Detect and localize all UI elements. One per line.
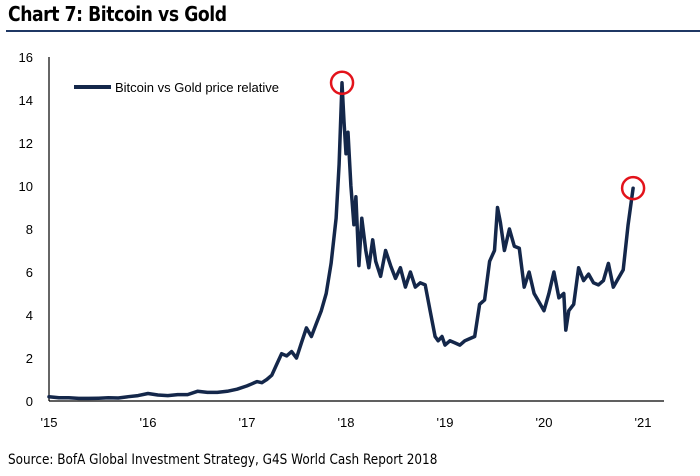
y-tick-label: 0 [26, 394, 33, 409]
chart-title: Chart 7: Bitcoin vs Gold [8, 2, 227, 26]
x-tick-label: '20 [536, 415, 553, 430]
highlight-circle [620, 175, 646, 201]
x-axis-ticks: '15 '16 '17 '18 '19 '20 '21 [41, 415, 652, 430]
y-tick-label: 16 [19, 50, 33, 65]
annotations [329, 70, 646, 201]
y-tick-label: 6 [26, 265, 33, 280]
highlight-circle [329, 70, 355, 96]
legend: Bitcoin vs Gold price relative [74, 80, 279, 95]
x-tick-label: '15 [41, 415, 58, 430]
y-tick-label: 2 [26, 351, 33, 366]
y-tick-label: 10 [19, 179, 33, 194]
title-rule [6, 30, 700, 32]
legend-label: Bitcoin vs Gold price relative [115, 80, 279, 95]
y-tick-label: 14 [19, 93, 33, 108]
y-tick-label: 12 [19, 136, 33, 151]
y-tick-label: 8 [26, 222, 33, 237]
x-tick-label: '18 [338, 415, 355, 430]
series-line-bitcoin-vs-gold [47, 81, 635, 401]
source-note: Source: BofA Global Investment Strategy,… [8, 452, 438, 468]
x-tick-label: '17 [239, 415, 256, 430]
x-tick-label: '16 [140, 415, 157, 430]
x-tick-label: '21 [635, 415, 652, 430]
x-tick-label: '19 [437, 415, 454, 430]
y-axis-ticks: 0 2 4 6 8 10 12 14 16 [19, 50, 33, 409]
y-tick-label: 4 [26, 308, 33, 323]
